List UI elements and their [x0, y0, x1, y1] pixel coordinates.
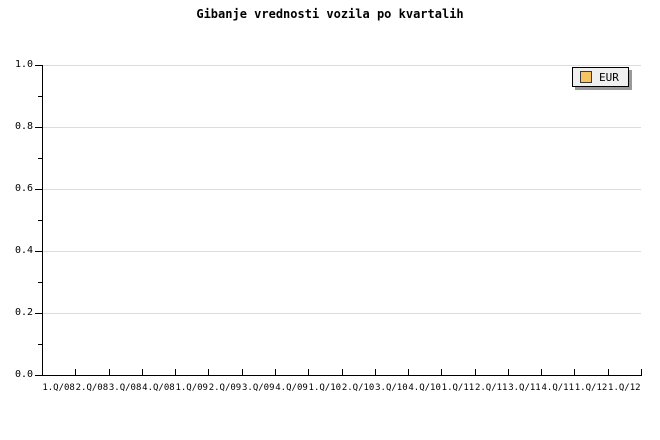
x-axis-label: 2.Q/10 [341, 383, 375, 393]
y-tick-minor [38, 158, 42, 159]
y-axis-label: 0.4 [14, 245, 33, 256]
x-tick [608, 369, 609, 375]
x-axis-line [42, 375, 642, 376]
y-gridline [43, 127, 641, 128]
y-tick-major [35, 189, 42, 190]
x-axis-label: 1.Q/09 [175, 383, 208, 393]
y-tick-major [35, 251, 42, 252]
y-axis-label: 0.0 [14, 369, 33, 380]
x-tick [275, 369, 276, 375]
y-tick-minor [38, 282, 42, 283]
legend-swatch-eur [580, 71, 592, 83]
x-axis-label: 1.Q/08 [42, 383, 75, 393]
x-tick [142, 369, 143, 375]
x-axis-label: 4.Q/10 [408, 383, 441, 393]
legend-label-eur: EUR [599, 70, 619, 84]
x-axis-label: 3.Q/09 [242, 383, 275, 393]
x-tick [441, 369, 442, 375]
x-tick [508, 369, 509, 375]
x-axis-label: 2.Q/08 [75, 383, 109, 393]
y-tick-major [35, 375, 42, 376]
x-axis-label: 1.Q/12 [608, 383, 641, 393]
y-axis-label: 0.6 [14, 183, 33, 194]
x-tick [75, 369, 76, 375]
y-axis-label: 0.8 [14, 121, 33, 132]
y-tick-major [35, 65, 42, 66]
x-axis-label: 1.Q/12 [574, 383, 608, 393]
y-tick-major [35, 127, 42, 128]
y-gridline [43, 189, 641, 190]
x-axis-label: 2.Q/09 [208, 383, 242, 393]
y-tick-minor [38, 344, 42, 345]
y-tick-minor [38, 96, 42, 97]
y-axis-label: 1.0 [14, 59, 33, 70]
x-tick [175, 369, 176, 375]
x-tick [342, 369, 343, 375]
x-axis-label: 4.Q/08 [142, 383, 175, 393]
x-tick [208, 369, 209, 375]
y-axis-line [42, 65, 43, 376]
x-axis-label: 4.Q/11 [541, 383, 575, 393]
x-tick [574, 369, 575, 375]
x-axis-label: 4.Q/09 [275, 383, 308, 393]
y-gridline [43, 313, 641, 314]
y-tick-major [35, 313, 42, 314]
x-tick [242, 369, 243, 375]
x-tick [109, 369, 110, 375]
x-axis-label: 1.Q/10 [308, 383, 342, 393]
chart-title: Gibanje vrednosti vozila po kvartalih [196, 7, 464, 21]
x-tick [641, 369, 642, 375]
y-axis-label: 0.2 [14, 307, 33, 318]
legend: EUR [572, 67, 629, 87]
x-axis-label: 3.Q/08 [108, 383, 142, 393]
y-tick-minor [38, 220, 42, 221]
y-gridline [43, 251, 641, 252]
x-axis-label: 1.Q/11 [441, 383, 475, 393]
x-tick [475, 369, 476, 375]
x-tick [541, 369, 542, 375]
x-axis-label: 3.Q/11 [508, 383, 541, 393]
x-axis-label: 2.Q/11 [474, 383, 508, 393]
y-gridline [43, 65, 641, 66]
x-axis-label: 3.Q/10 [375, 383, 408, 393]
x-tick [308, 369, 309, 375]
x-tick [375, 369, 376, 375]
x-tick [408, 369, 409, 375]
